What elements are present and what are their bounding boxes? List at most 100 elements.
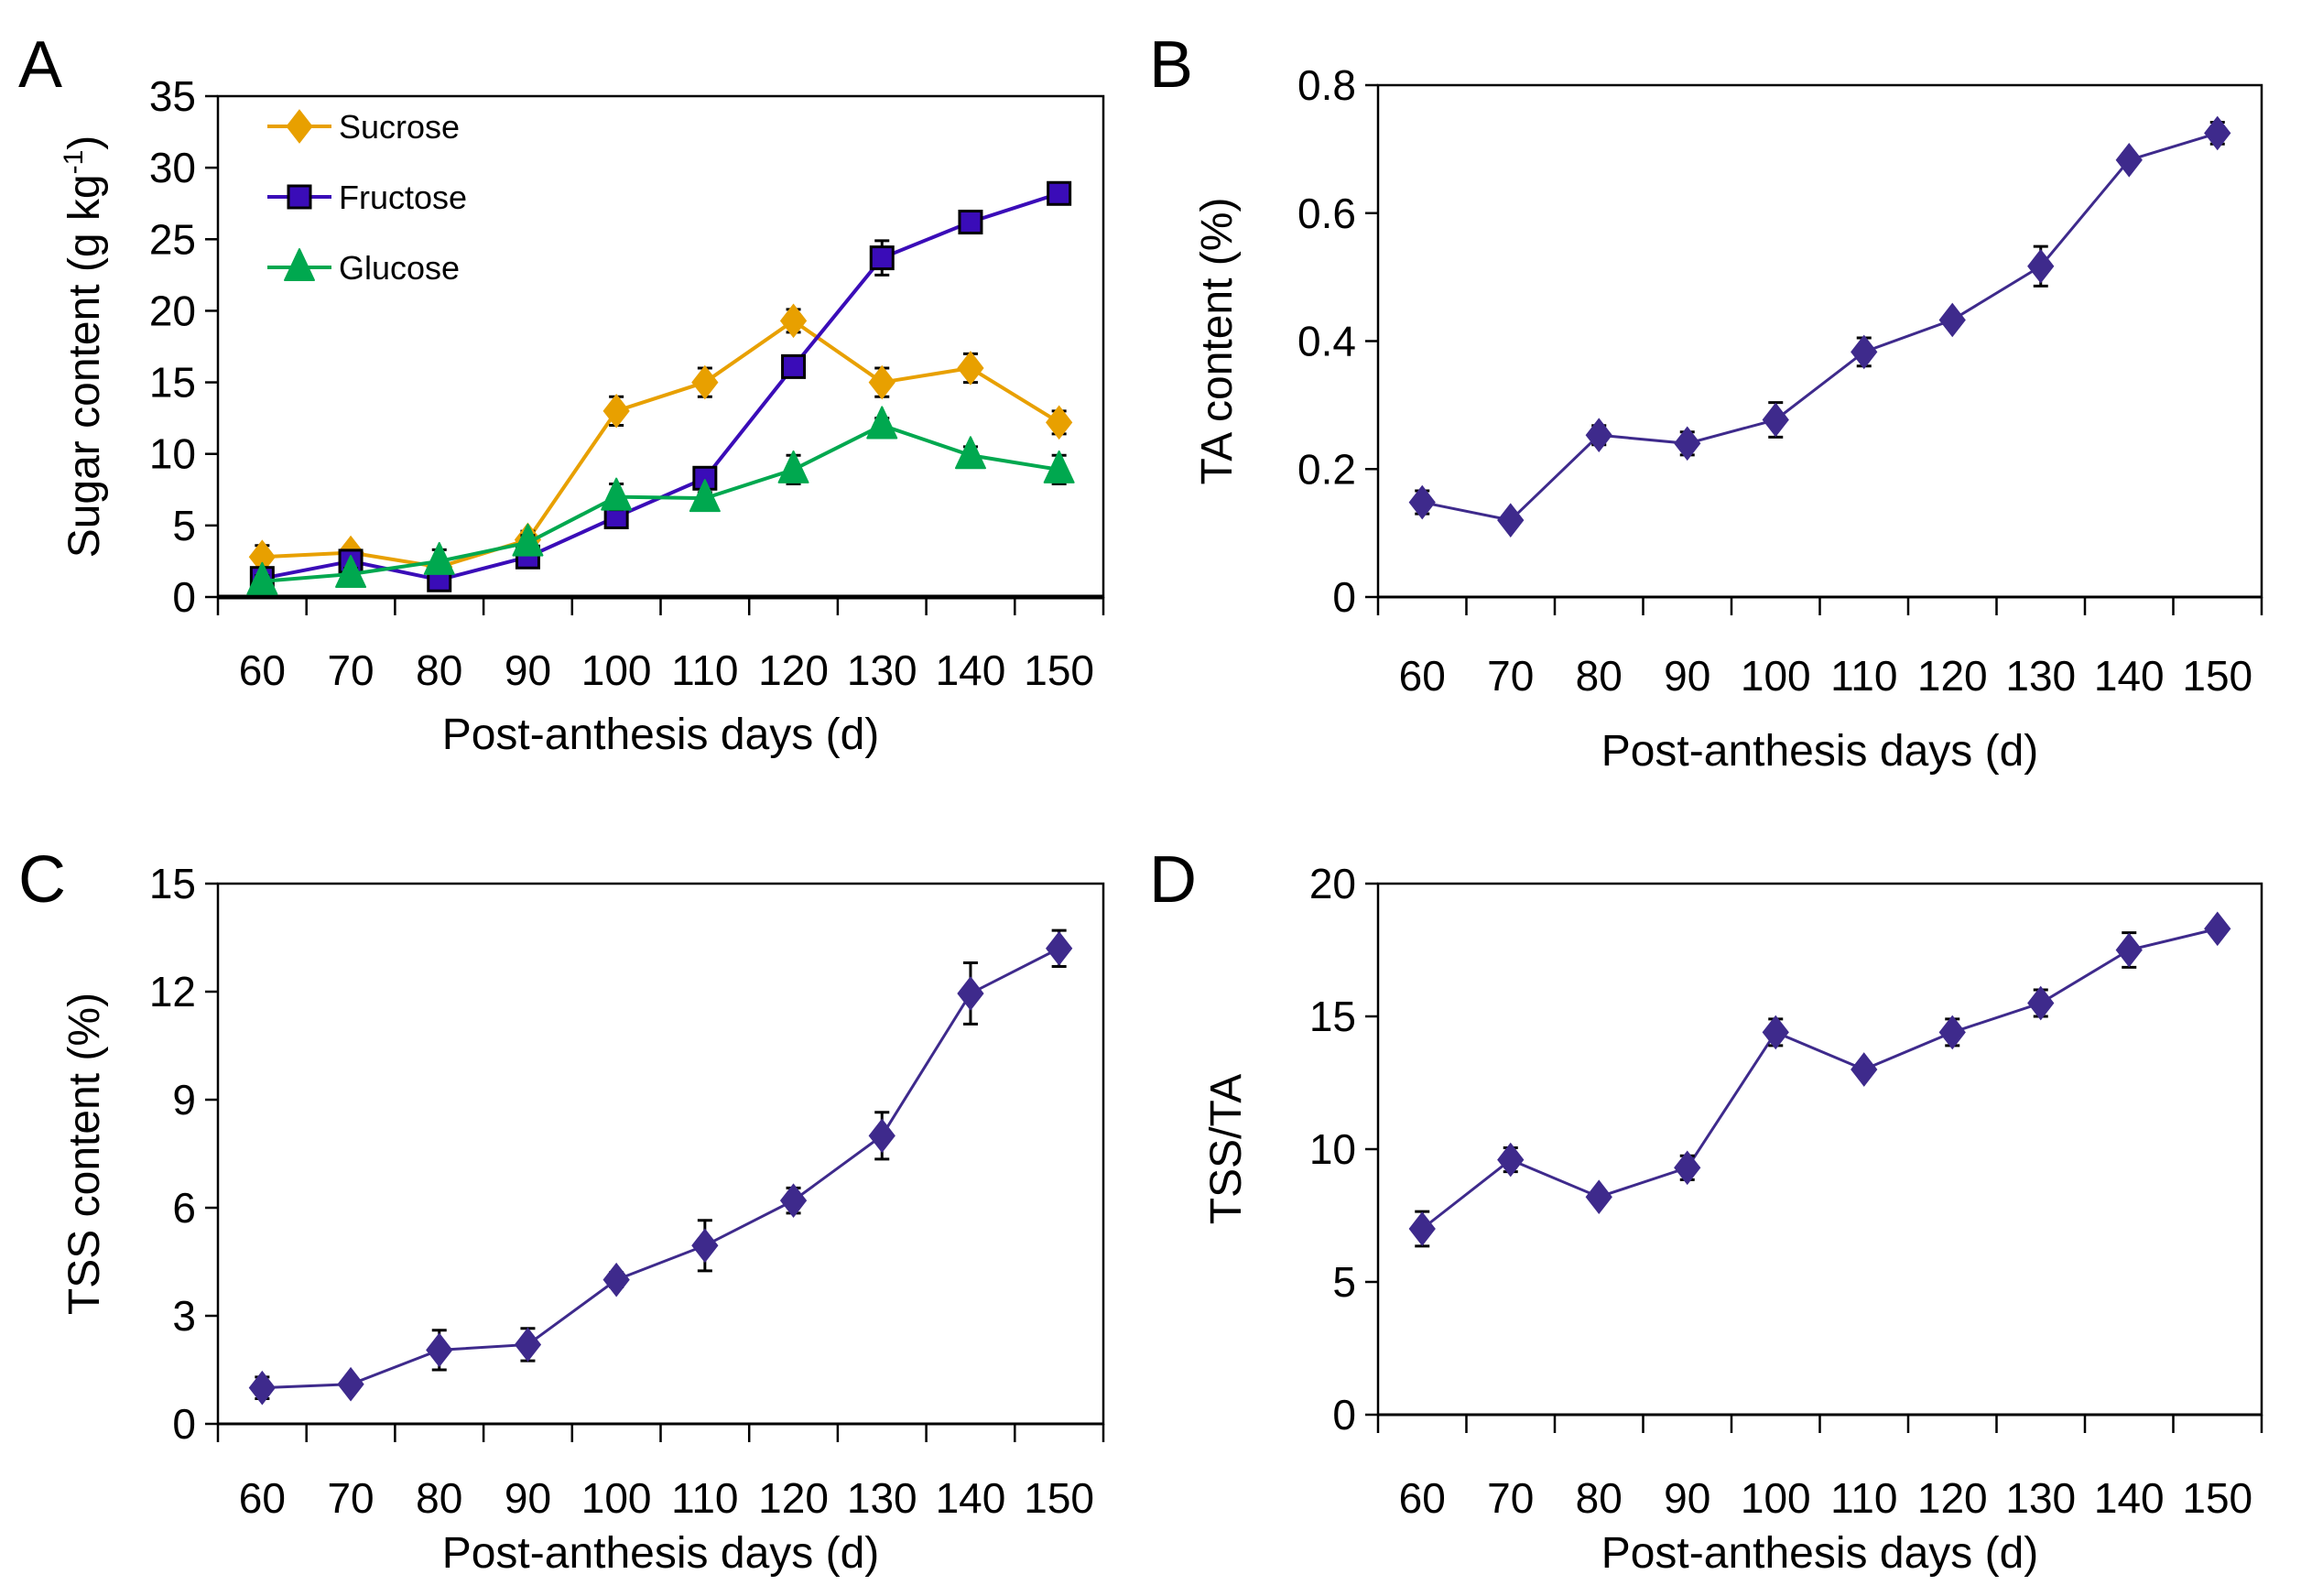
data-point (337, 1366, 364, 1402)
data-point (869, 245, 895, 271)
data-point (954, 436, 986, 470)
y-tick-label: 35 (149, 72, 196, 120)
x-tick-label: 150 (1024, 1474, 1094, 1522)
panel-letter: A (18, 28, 62, 102)
y-tick-label: 0.8 (1297, 61, 1356, 109)
panel-b: B 0 0.2 0.4 0.6 0.8 60 70 80 90 100 110 120 130 140 150… (1149, 28, 2263, 776)
data-point (1408, 1211, 1436, 1246)
y-tick-label: 0.4 (1297, 318, 1356, 365)
data-point (779, 1183, 808, 1218)
data-point (246, 561, 278, 595)
series-line (262, 318, 1060, 570)
x-axis-label: Post-anthesis days (d) (1601, 1529, 2039, 1578)
x-tick-label: 80 (1576, 1474, 1623, 1522)
data-point (1674, 426, 1701, 461)
y-tick-label: 15 (149, 359, 196, 407)
x-tick-label: 80 (416, 646, 462, 694)
y-axis-label: TSS/TA (1202, 1074, 1251, 1224)
x-tick-label: 110 (1830, 652, 1897, 700)
data-point (781, 353, 807, 379)
y-tick-label: 5 (1332, 1258, 1356, 1306)
series-line (262, 423, 1059, 583)
data-point (1762, 402, 1789, 438)
data-point (1408, 484, 1436, 520)
data-point (689, 479, 721, 513)
x-tick-label: 120 (758, 646, 829, 694)
data-point (779, 303, 808, 339)
data-point (1046, 405, 1073, 440)
y-tick-label: 0.6 (1297, 190, 1356, 237)
data-point (957, 351, 984, 385)
x-tick-label: 110 (671, 646, 738, 694)
x-tick-label: 70 (1487, 652, 1534, 700)
data-point (1497, 503, 1525, 537)
panel-d: D 0 5 10 15 20 60 70 80 90 100 110 120 130 140 150 Post-… (1149, 843, 2263, 1578)
data-point (1585, 1179, 1612, 1215)
y-tick-label: 20 (1309, 860, 1356, 907)
y-tick-label: 10 (1309, 1125, 1356, 1173)
x-tick-label: 60 (1399, 1474, 1446, 1522)
x-tick-label: 60 (239, 1474, 286, 1522)
x-tick-label: 60 (239, 646, 286, 694)
legend-label: Fructose (339, 179, 467, 216)
x-tick-label: 120 (758, 1474, 829, 1522)
data-point (1851, 1052, 1878, 1087)
legend-marker (287, 184, 312, 210)
series-glucose (246, 406, 1075, 595)
x-tick-label: 70 (327, 1474, 374, 1522)
series-ta-content (1408, 115, 2231, 537)
series-sucrose (248, 303, 1073, 584)
data-point (1851, 334, 1878, 370)
y-tick-label: 25 (149, 215, 196, 263)
y-axis-label: Sugar content (g kg-1) (59, 136, 109, 559)
data-point (514, 1327, 542, 1363)
data-point (957, 976, 984, 1011)
x-tick-label: 140 (2094, 652, 2165, 700)
y-axis-label: TA content (%) (1193, 198, 1242, 485)
legend-marker (286, 109, 313, 144)
x-tick-label: 120 (1917, 1474, 1988, 1522)
y-tick-label: 20 (149, 287, 196, 334)
x-tick-label: 140 (2094, 1474, 2165, 1522)
data-point (2027, 248, 2055, 284)
x-tick-label: 120 (1917, 652, 1988, 700)
x-tick-label: 90 (1664, 652, 1710, 700)
y-tick-label: 15 (1309, 993, 1356, 1040)
y-tick-label: 9 (172, 1076, 196, 1124)
y-tick-label: 12 (149, 968, 196, 1015)
series-line (1421, 131, 2219, 522)
data-point (691, 364, 719, 400)
panel-letter: D (1149, 843, 1197, 917)
data-point (777, 450, 809, 483)
data-point (1674, 1150, 1701, 1186)
x-tick-label: 130 (847, 1474, 917, 1522)
data-point (1047, 180, 1072, 206)
x-axis-label: Post-anthesis days (d) (442, 1529, 880, 1578)
panel-c: C 0 3 6 9 12 15 60 70 80 90 100 110 120 130 140 150 Post-… (18, 843, 1105, 1578)
x-tick-label: 110 (671, 1474, 738, 1522)
x-tick-label: 130 (847, 646, 917, 694)
y-tick-label: 0 (1332, 1391, 1356, 1439)
x-tick-label: 130 (2005, 652, 2076, 700)
x-tick-label: 100 (1741, 652, 1811, 700)
data-point (248, 1370, 276, 1406)
data-point (691, 1228, 719, 1264)
data-point (868, 364, 895, 400)
x-tick-label: 70 (1487, 1474, 1534, 1522)
series-line (1421, 927, 2219, 1231)
y-axis-label: TSS content (%) (60, 993, 109, 1315)
y-tick-label: 3 (172, 1292, 196, 1340)
y-tick-label: 30 (149, 144, 196, 191)
data-point (602, 394, 630, 429)
panel-a: A 0 5 10 15 20 25 30 35 60 70 80 90 100 110 120 130 140 15… (18, 28, 1105, 759)
data-point (426, 1332, 453, 1368)
data-point (335, 554, 367, 588)
panel-letter: C (18, 843, 66, 917)
data-point (1585, 418, 1612, 453)
x-tick-label: 80 (1576, 652, 1623, 700)
legend-label: Glucose (339, 249, 460, 287)
data-point (958, 210, 983, 235)
data-point (601, 477, 633, 511)
y-tick-label: 0 (1332, 573, 1356, 621)
